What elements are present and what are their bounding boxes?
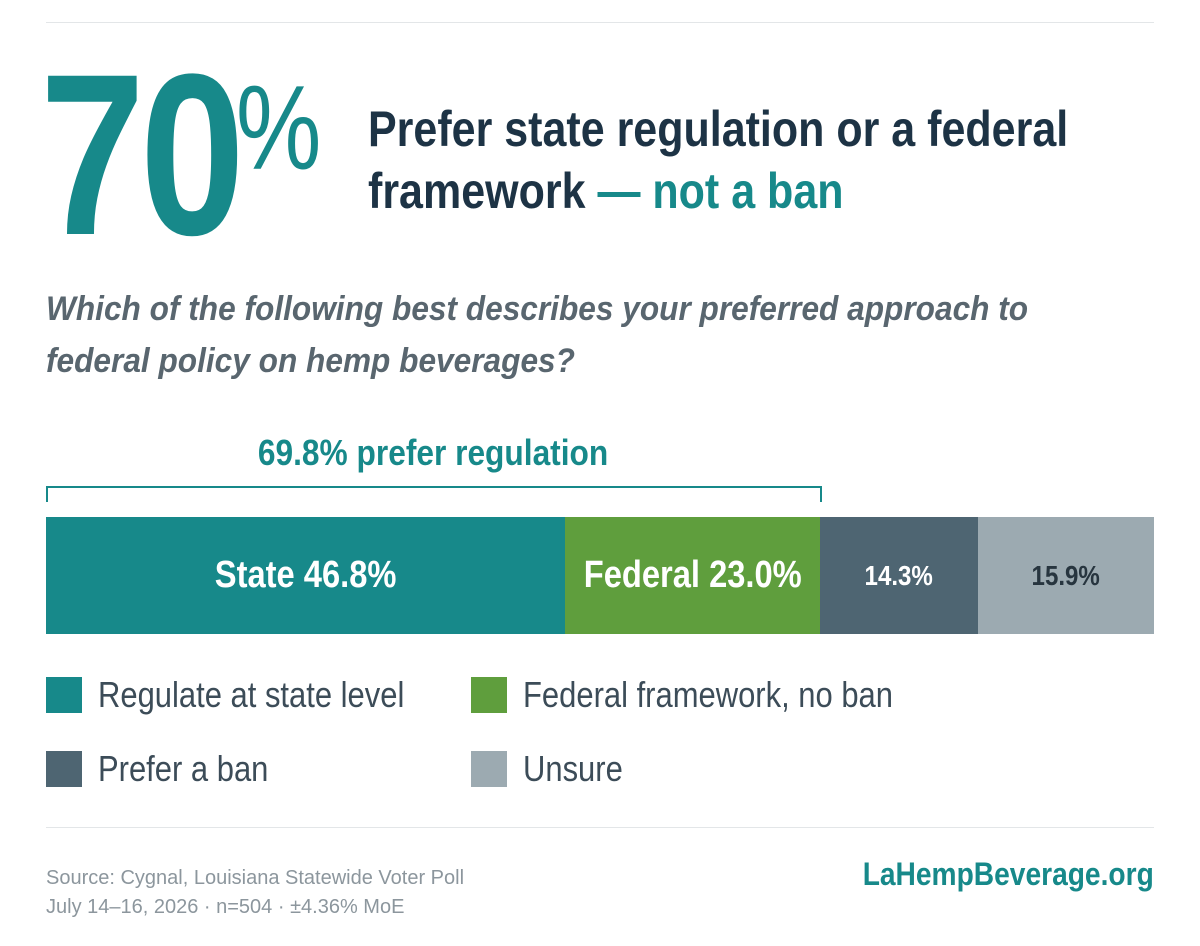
bar-segment-label: 14.3% [864,559,934,591]
legend-item: Regulate at state level [46,670,454,720]
bar-segment-label: 15.9% [1031,559,1101,591]
legend-label: Regulate at state level [98,674,405,715]
bar-segment-regulate-at-state-level: State 46.8% [46,517,565,634]
headline-line-1: Prefer state regulation or a federal [368,101,1069,157]
bar-segment-prefer-a-ban: 14.3% [820,517,978,634]
legend-swatch [471,677,507,713]
stacked-bar: State 46.8% Federal 23.0% 14.3% 15.9% [46,517,1154,634]
question-line-1: Which of the following best describes yo… [46,290,1029,328]
headline-accent: — not a ban [597,163,844,219]
source-note: Source: Cygnal, Louisiana Statewide Vote… [46,864,696,922]
regulation-annotation-text: 69.8% prefer regulation [257,432,609,473]
bottom-divider [46,827,1154,828]
legend-item: Federal framework, no ban [471,670,953,720]
big-stat-number: 70 [40,26,245,283]
legend-item: Unsure [471,744,639,794]
legend-label: Unsure [523,748,623,789]
legend-item: Prefer a ban [46,744,296,794]
legend: Regulate at state level Federal framework… [46,670,1154,800]
legend-label: Federal framework, no ban [523,674,893,715]
regulation-annotation: 69.8% prefer regulation [46,432,820,474]
legend-swatch [46,677,82,713]
legend-swatch [46,751,82,787]
survey-question: Which of the following best describes yo… [46,283,1146,387]
question-line-2: federal policy on hemp beverages? [46,342,575,380]
big-stat-percent-sign: % [236,61,322,195]
bar-segment-label: State 46.8% [214,554,397,596]
legend-label: Prefer a ban [98,748,269,789]
source-line-1: Source: Cygnal, Louisiana Statewide Vote… [46,867,465,889]
headline-line-2-main: framework [368,163,586,219]
bar-segment-label: Federal 23.0% [583,554,802,596]
legend-swatch [471,751,507,787]
bar-segment-federal-framework-no-ban: Federal 23.0% [565,517,820,634]
bar-segment-unsure: 15.9% [978,517,1154,634]
top-divider [46,22,1154,23]
headline: Prefer state regulation or a federal fra… [368,98,1168,222]
brand-link[interactable]: LaHempBeverage.org [862,856,1154,892]
regulation-bracket [46,486,822,502]
big-stat: 70 % [40,26,321,283]
source-line-2: July 14–16, 2026 · n=504 · ±4.36% MoE [46,896,405,918]
headline-line-2: framework — not a ban [368,160,1056,222]
